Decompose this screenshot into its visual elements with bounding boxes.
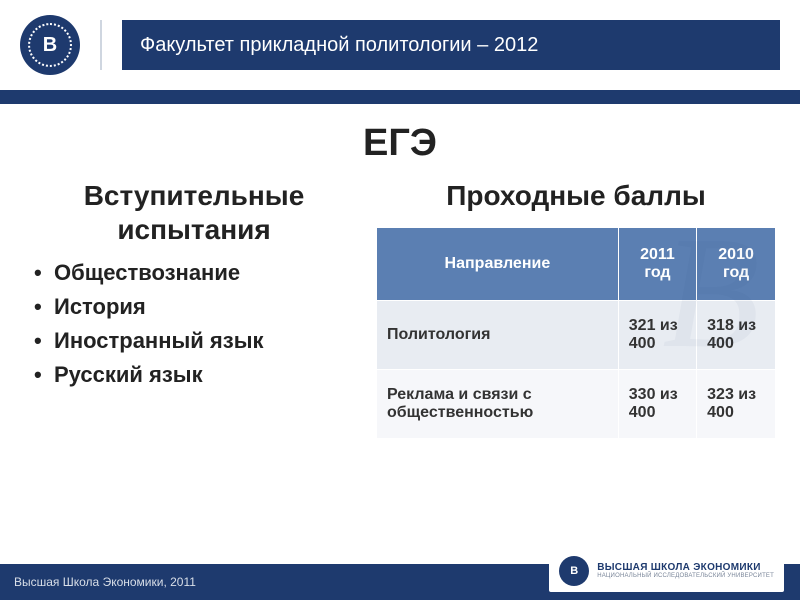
footer-logo-main: ВЫСШАЯ ШКОЛА ЭКОНОМИКИ bbox=[597, 563, 774, 573]
table-cell: 323 из 400 bbox=[697, 369, 776, 438]
table-header-row: Направление 2011 год 2010 год bbox=[377, 227, 776, 300]
table-header-cell: Направление bbox=[377, 227, 619, 300]
list-item: Русский язык bbox=[30, 362, 364, 388]
footer-logo-sub: НАЦИОНАЛЬНЫЙ ИССЛЕДОВАТЕЛЬСКИЙ УНИВЕРСИТ… bbox=[597, 573, 774, 579]
footer-logo-text: ВЫСШАЯ ШКОЛА ЭКОНОМИКИ НАЦИОНАЛЬНЫЙ ИССЛ… bbox=[597, 563, 774, 579]
accent-bar bbox=[0, 90, 800, 104]
table-cell: 330 из 400 bbox=[618, 369, 696, 438]
scores-table: Направление 2011 год 2010 год Политологи… bbox=[376, 227, 776, 439]
table-cell: Политология bbox=[377, 300, 619, 369]
table-row: Политология 321 из 400 318 из 400 bbox=[377, 300, 776, 369]
table-header-cell: 2011 год bbox=[618, 227, 696, 300]
left-column: Вступительные испытания Обществознание И… bbox=[24, 179, 364, 439]
exams-heading: Вступительные испытания bbox=[24, 179, 364, 246]
slide-content: ЕГЭ Вступительные испытания Обществознан… bbox=[0, 104, 800, 564]
table-row: Реклама и связи с общественностью 330 из… bbox=[377, 369, 776, 438]
table-cell: 318 из 400 bbox=[697, 300, 776, 369]
list-item: Иностранный язык bbox=[30, 328, 364, 354]
list-item: Обществознание bbox=[30, 260, 364, 286]
footer-logo: В ВЫСШАЯ ШКОЛА ЭКОНОМИКИ НАЦИОНАЛЬНЫЙ ИС… bbox=[549, 550, 784, 592]
list-item: История bbox=[30, 294, 364, 320]
header-logo: В bbox=[20, 15, 80, 75]
table-cell: 321 из 400 bbox=[618, 300, 696, 369]
header-logo-letter: В bbox=[28, 23, 72, 67]
header-title-bar: Факультет прикладной политологии – 2012 bbox=[122, 20, 780, 70]
header-title: Факультет прикладной политологии – 2012 bbox=[140, 34, 538, 57]
footer-logo-letter: В bbox=[559, 556, 589, 586]
exam-list: Обществознание История Иностранный язык … bbox=[24, 260, 364, 388]
table-cell: Реклама и связи с общественностью bbox=[377, 369, 619, 438]
page-title: ЕГЭ bbox=[24, 122, 776, 165]
slide-header: В Факультет прикладной политологии – 201… bbox=[0, 0, 800, 90]
header-divider bbox=[100, 20, 102, 70]
two-column-layout: Вступительные испытания Обществознание И… bbox=[24, 179, 776, 439]
table-header-cell: 2010 год bbox=[697, 227, 776, 300]
right-column: Проходные баллы Направление 2011 год 201… bbox=[376, 179, 776, 439]
scores-heading: Проходные баллы bbox=[376, 179, 776, 213]
